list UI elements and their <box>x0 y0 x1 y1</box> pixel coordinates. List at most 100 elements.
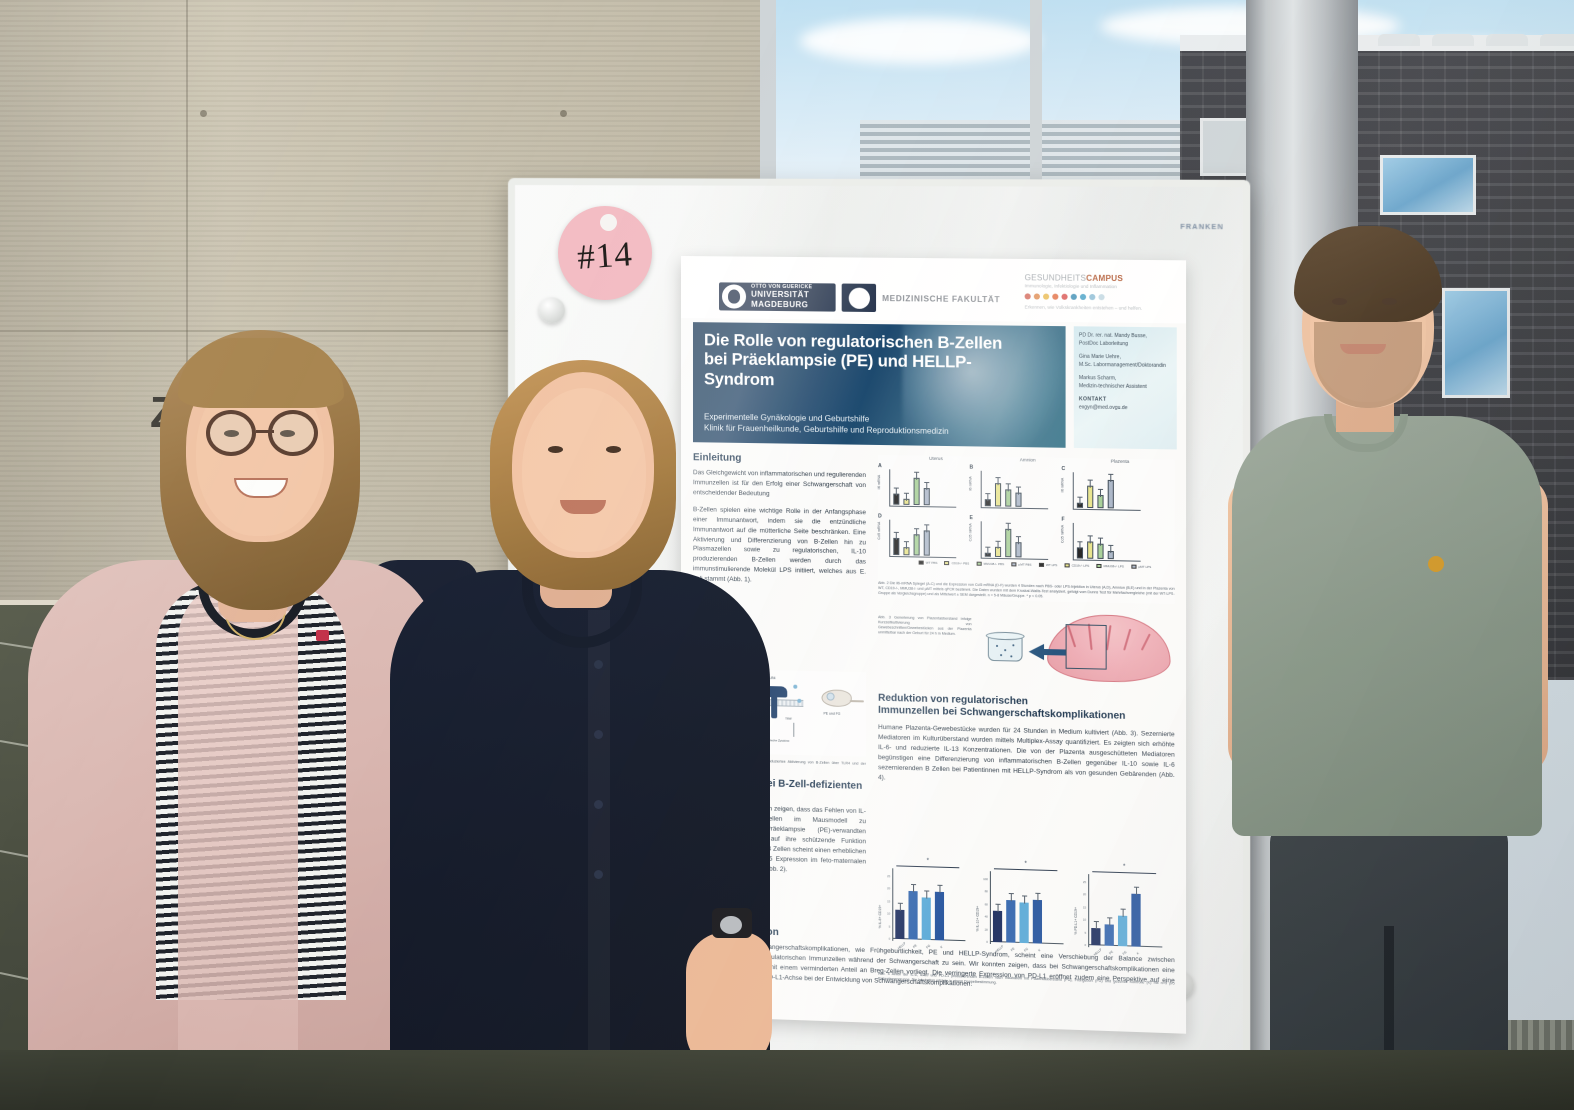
contact-email[interactable]: exgyn@med.ovgu.de <box>1078 403 1128 411</box>
bar-group <box>893 468 930 506</box>
bar <box>893 487 900 505</box>
legend-swatch <box>1131 564 1137 569</box>
error-bar <box>1017 536 1019 545</box>
wall-tie-hole <box>560 110 567 117</box>
chart-panel-d: D Ccl5 mRNA <box>877 513 965 561</box>
mouse-icon <box>821 689 852 708</box>
legend-swatch <box>944 561 950 566</box>
error-bar <box>1023 895 1025 904</box>
arrow-tail <box>1043 648 1066 656</box>
error-bar <box>997 476 999 485</box>
bar <box>994 540 1002 558</box>
error-bar <box>895 532 897 541</box>
legend-entry: µMT LPS <box>1131 564 1151 569</box>
eye <box>1332 298 1347 305</box>
error-bar <box>987 493 989 502</box>
bar <box>1005 482 1012 507</box>
legend-entry: WT LPS <box>1038 562 1057 567</box>
error-bar <box>1017 486 1019 496</box>
watch-face <box>720 916 742 934</box>
legend-swatch <box>918 560 924 565</box>
bar-group <box>1076 471 1114 509</box>
campus-dot <box>1052 293 1059 300</box>
magnet[interactable] <box>538 297 566 324</box>
ovgu-logo-line2: MAGDEBURG <box>751 299 809 310</box>
contact-kontakt: KONTAKT exgyn@med.ovgu.de <box>1078 396 1128 411</box>
wall-seam <box>186 0 188 640</box>
campus-dot <box>1033 293 1040 300</box>
error-bar <box>1010 893 1012 902</box>
bar <box>1087 479 1094 509</box>
error-bar <box>1079 496 1081 505</box>
blouse-button <box>594 800 603 809</box>
guericke-portrait-icon <box>722 284 747 309</box>
eyeglass-lens <box>206 410 256 456</box>
chart-col-title-plazenta: Plazenta <box>1110 458 1130 464</box>
chart-panel-f: F Ccl5 mRNA <box>1060 516 1149 565</box>
building-window <box>1442 288 1510 398</box>
caption-abb3: Abb. 3 Generierung von Plazentaüberstand… <box>878 615 972 637</box>
panel-letter: A <box>878 463 882 470</box>
blouse-button <box>594 870 603 879</box>
campus-dot <box>1089 293 1096 301</box>
error-bar <box>895 487 897 496</box>
bar <box>984 546 991 557</box>
legend-label: MMU38-/- PBS <box>983 561 1005 567</box>
error-bar <box>1108 917 1110 926</box>
error-bar <box>1007 522 1009 531</box>
bar-group <box>893 519 930 556</box>
bar <box>1076 540 1084 559</box>
bar <box>903 492 910 505</box>
error-bar <box>1110 473 1112 483</box>
y-tick-label: 80 <box>984 889 988 894</box>
bar <box>1097 489 1104 509</box>
error-bar <box>1110 545 1112 554</box>
bar <box>913 471 920 506</box>
error-bar <box>987 546 989 556</box>
legend-label: MMU38-/- LPS <box>1103 564 1124 569</box>
mouth-smiling <box>1340 344 1386 354</box>
roof-vent <box>1486 34 1528 46</box>
eye <box>548 446 563 453</box>
significance-bar <box>993 868 1058 872</box>
y-tick-label: 100 <box>983 877 988 882</box>
eyeglass-lens <box>268 410 318 456</box>
tissue-sample-box <box>1065 624 1107 670</box>
y-axis <box>980 470 982 508</box>
bar <box>1015 536 1022 558</box>
legend-swatch <box>1038 562 1044 567</box>
chart-col-title-amnion: Amnion <box>1019 457 1036 463</box>
bar <box>1005 522 1012 558</box>
gesundheitscampus-logo: GESUNDHEITSCAMPUS Immunologie, Infektiol… <box>1024 273 1148 312</box>
beard <box>1314 322 1422 408</box>
medical-faculty-label: MEDIZINISCHE FAKULTÄT <box>882 293 1001 305</box>
y-tick-label: 25 <box>887 874 891 879</box>
person-center <box>390 360 790 1110</box>
medical-faculty-logo <box>841 283 877 313</box>
error-bar <box>1079 540 1081 550</box>
campus-dot <box>1079 293 1087 301</box>
campus-subtitle: Immunologie, Infektiologie und Inflammat… <box>1024 283 1117 290</box>
contact-person-1: PD Dr. rer. nat. Mandy Busse, PostDoc La… <box>1078 332 1147 347</box>
y-axis-label: Ccl5 mRNA <box>1060 525 1065 544</box>
y-tick-label: 5 <box>888 924 891 929</box>
x-axis <box>889 505 957 508</box>
roof-vent <box>1540 34 1574 46</box>
error-bar <box>905 492 907 501</box>
contact-person-2: Gina Marie Uehre, M.Sc. Labormanagement/… <box>1078 353 1166 369</box>
legend-label: WT PBS <box>925 560 938 565</box>
bar <box>903 540 910 556</box>
panel-letter: F <box>1061 516 1065 523</box>
y-axis-label: il6 mRNA <box>877 474 882 490</box>
legend-swatch <box>1064 563 1070 568</box>
error-bar <box>997 540 999 550</box>
bar <box>1107 473 1114 509</box>
campus-dot <box>1043 293 1050 300</box>
bar <box>1107 545 1114 560</box>
y-axis-label: il6 mRNA <box>968 476 973 491</box>
person-right <box>1228 226 1552 1110</box>
bar-group <box>1076 522 1114 560</box>
y-axis-label: il6 mRNA <box>1060 477 1065 493</box>
